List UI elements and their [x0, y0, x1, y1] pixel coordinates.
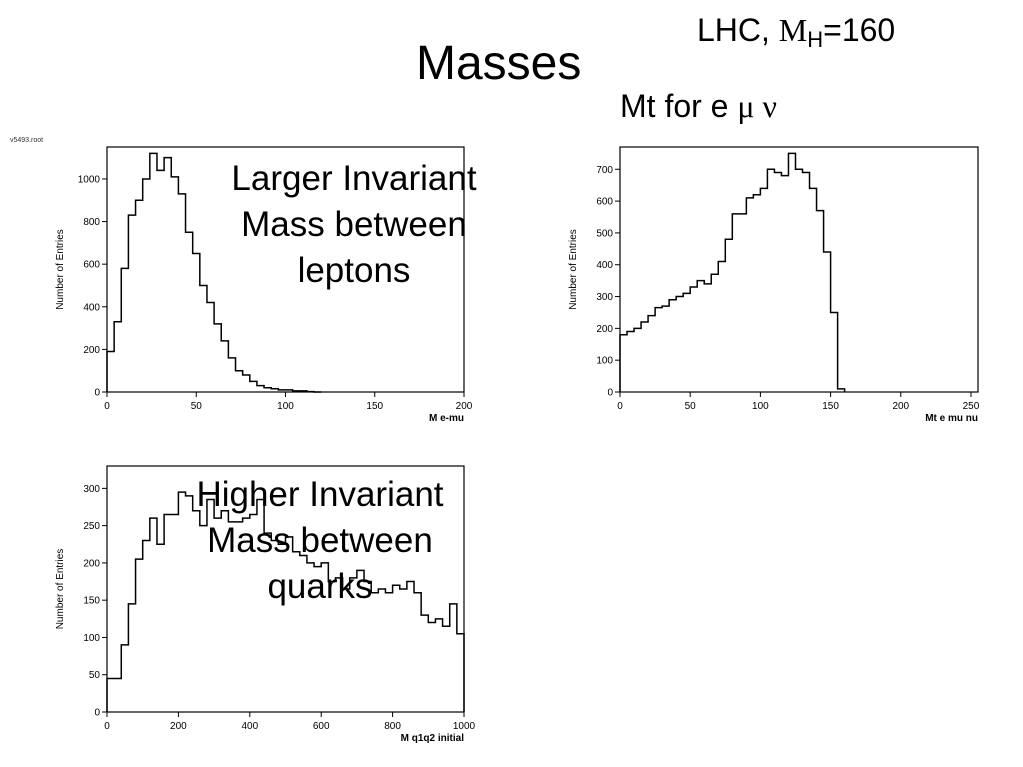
y-tick-label: 0 [94, 388, 100, 399]
slide-title: Masses [416, 37, 582, 90]
x-tick-label: 150 [366, 401, 383, 412]
lhc-prefix: LHC, [697, 12, 779, 48]
y-tick-label: 0 [94, 708, 100, 719]
histogram-bin [385, 593, 392, 712]
y-tick-label: 300 [83, 484, 100, 495]
mt-prefix: Mt for e [620, 88, 738, 124]
y-axis-label: Number of Entries [55, 549, 66, 630]
x-tick-label: 200 [170, 721, 187, 732]
histogram-bin [128, 604, 135, 712]
x-tick-label: 50 [191, 401, 203, 412]
histogram-bin [443, 626, 450, 712]
y-tick-label: 600 [83, 260, 100, 271]
x-tick-label: 200 [456, 401, 473, 412]
mt-label: Mt for e μ ν [620, 86, 777, 126]
note-line: leptons [297, 251, 411, 290]
x-axis-label: Mt e mu nu [925, 413, 978, 424]
x-tick-label: 0 [617, 401, 623, 412]
histogram-bin [150, 518, 157, 712]
x-tick-label: 400 [241, 721, 258, 732]
file-label: v5493.root [10, 137, 44, 144]
x-tick-label: 200 [892, 401, 909, 412]
x-tick-label: 100 [277, 401, 294, 412]
histogram-bin [457, 634, 464, 712]
lhc-subscript: H [807, 27, 824, 52]
x-tick-label: 100 [752, 401, 769, 412]
y-tick-label: 300 [596, 292, 613, 303]
y-axis-label: Number of Entries [55, 229, 66, 310]
histogram-bin [136, 559, 143, 712]
plot-frame [106, 465, 465, 713]
x-tick-label: 800 [384, 721, 401, 732]
histogram-bin [450, 604, 457, 712]
y-tick-label: 0 [607, 388, 613, 399]
x-tick-label: 0 [104, 721, 110, 732]
y-tick-label: 700 [596, 165, 613, 176]
note-line: Mass between [207, 521, 433, 560]
y-tick-label: 800 [83, 217, 100, 228]
histogram-bin [414, 593, 421, 712]
histogram-bin [121, 645, 128, 712]
note-line: Larger Invariant [231, 159, 477, 198]
histogram-bin [428, 623, 435, 712]
note-larger-invariant-mass: Larger Invariant Mass between leptons [200, 156, 508, 294]
x-tick-label: 600 [313, 721, 330, 732]
histogram-bin [435, 619, 442, 712]
mt-symbols: μ ν [737, 88, 777, 124]
histogram-bin [107, 678, 114, 712]
x-tick-label: 0 [104, 401, 110, 412]
note-line: quarks [267, 567, 373, 606]
histogram-line [106, 152, 322, 393]
y-tick-label: 200 [596, 324, 613, 335]
histogram-bin [421, 615, 428, 712]
y-tick-label: 100 [596, 356, 613, 367]
y-tick-label: 50 [89, 670, 101, 681]
histogram-line [619, 152, 846, 392]
lhc-value: =160 [823, 12, 896, 48]
y-tick-label: 200 [83, 558, 100, 569]
x-axis-label: M e-mu [429, 413, 464, 424]
note-line: Mass between [241, 205, 467, 244]
lhc-m-symbol: M [778, 12, 808, 48]
histogram-bin [371, 593, 378, 712]
histogram-bin [114, 678, 121, 712]
x-tick-label: 50 [685, 401, 697, 412]
y-tick-label: 400 [596, 260, 613, 271]
y-axis-label: Number of Entries [568, 229, 579, 310]
y-tick-label: 600 [596, 197, 613, 208]
x-tick-label: 150 [822, 401, 839, 412]
plot-frame [619, 146, 979, 393]
y-tick-label: 250 [83, 521, 100, 532]
y-tick-label: 1000 [78, 174, 101, 185]
histogram-line [106, 491, 465, 712]
histogram-bin [143, 541, 150, 712]
lhc-mass-label: LHC, MH=160 [697, 10, 895, 60]
y-tick-label: 100 [83, 633, 100, 644]
note-line: Higher Invariant [196, 475, 444, 514]
x-tick-label: 250 [963, 401, 980, 412]
y-tick-label: 200 [83, 345, 100, 356]
note-higher-invariant-mass: Higher Invariant Mass between quarks [160, 472, 480, 610]
y-tick-label: 500 [596, 228, 613, 239]
x-tick-label: 1000 [453, 721, 476, 732]
x-axis-label: M q1q2 initial [401, 733, 465, 744]
y-tick-label: 400 [83, 302, 100, 313]
y-tick-label: 150 [83, 596, 100, 607]
